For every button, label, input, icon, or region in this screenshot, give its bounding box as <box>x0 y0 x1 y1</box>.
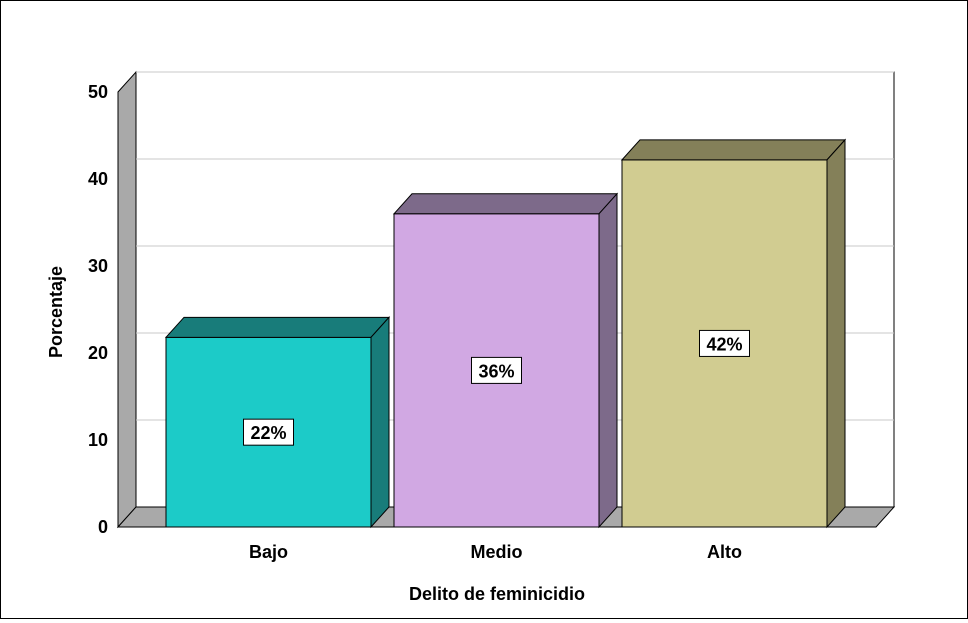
data-label-box <box>699 329 750 357</box>
bars: 22% 36% 42% <box>164 138 847 529</box>
bar-top <box>620 139 847 161</box>
y-tick-label: 30 <box>88 256 108 276</box>
y-axis-ticks: 0 10 20 30 40 50 <box>88 82 108 537</box>
data-label-box <box>243 418 294 446</box>
bar-side <box>598 192 618 529</box>
bar-top <box>164 316 391 338</box>
y-tick-label: 40 <box>88 169 108 189</box>
x-tick-label: Bajo <box>249 542 288 562</box>
y-tick-label: 10 <box>88 430 108 450</box>
y-tick-label: 20 <box>88 343 108 363</box>
x-tick-label: Alto <box>707 542 742 562</box>
y-tick-label: 0 <box>98 517 108 537</box>
bar-side <box>370 316 390 529</box>
y-axis-title: Porcentaje <box>46 266 66 358</box>
bar-top <box>392 193 619 215</box>
x-tick-label: Medio <box>471 542 523 562</box>
left-wall <box>117 70 137 529</box>
bar-bajo: 22% <box>164 316 391 529</box>
bar-medio: 36% <box>392 192 619 529</box>
x-axis-ticks: Bajo Medio Alto <box>249 542 742 562</box>
data-label: 42% <box>706 334 742 354</box>
bar-alto: 42% <box>620 138 847 529</box>
bar-side <box>826 138 846 529</box>
y-tick-label: 50 <box>88 82 108 102</box>
x-axis-title: Delito de feminicidio <box>409 584 585 604</box>
data-label-box <box>471 356 522 384</box>
data-label: 22% <box>250 423 286 443</box>
data-label: 36% <box>478 361 514 381</box>
